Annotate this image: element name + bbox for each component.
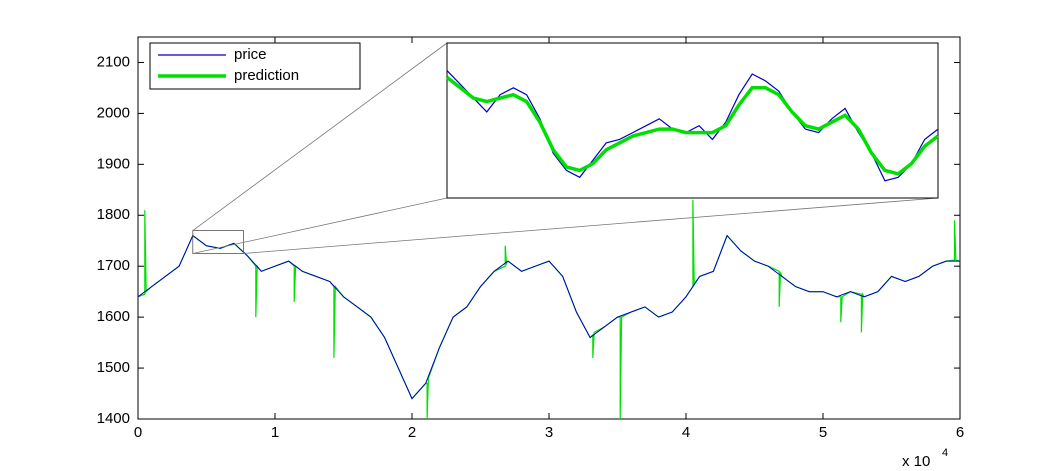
y-tick-label: 1400 bbox=[97, 410, 130, 427]
legend-label: prediction bbox=[234, 67, 299, 84]
y-tick-label: 1800 bbox=[97, 206, 130, 223]
y-tick-label: 2100 bbox=[97, 53, 130, 70]
y-tick-label: 1900 bbox=[97, 155, 130, 172]
legend-label: price bbox=[234, 46, 267, 63]
zoom-connector bbox=[192, 42, 448, 231]
x-tick-label: 0 bbox=[134, 424, 142, 441]
x-tick-label: 4 bbox=[682, 424, 690, 441]
x-tick-label: 1 bbox=[271, 424, 279, 441]
y-tick-label: 2000 bbox=[97, 104, 130, 121]
x-exponent-power: 4 bbox=[942, 447, 948, 459]
inset-prediction-line bbox=[445, 76, 940, 176]
y-tick-label: 1700 bbox=[97, 257, 130, 274]
x-tick-label: 2 bbox=[408, 424, 416, 441]
y-tick-label: 1600 bbox=[97, 308, 130, 325]
series-line bbox=[137, 234, 960, 400]
overlay: price prediction bbox=[149, 42, 940, 254]
zoom-connector bbox=[192, 197, 448, 254]
x-tick-label: 6 bbox=[956, 424, 964, 441]
x-tick-label: 3 bbox=[545, 424, 553, 441]
plot-area bbox=[137, 199, 961, 420]
zoom-connector bbox=[243, 197, 939, 254]
x-tick-label: 5 bbox=[819, 424, 827, 441]
y-tick-label: 1500 bbox=[97, 359, 130, 376]
inset-box bbox=[446, 42, 939, 199]
x-exponent: x 10 bbox=[902, 453, 930, 470]
legend-box bbox=[149, 42, 361, 90]
